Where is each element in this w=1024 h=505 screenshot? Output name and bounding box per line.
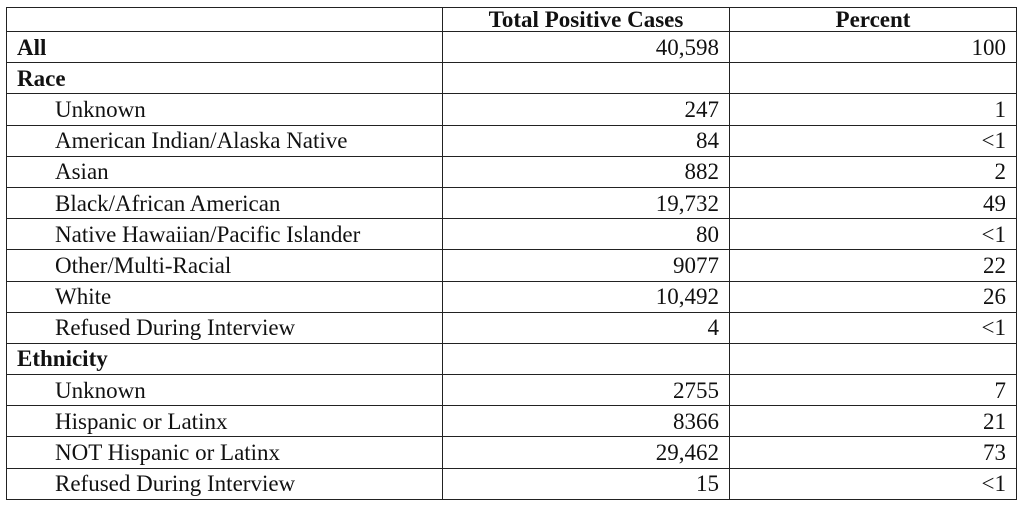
percent-cell: <1 bbox=[729, 218, 1017, 251]
table-row: Native Hawaiian/Pacific Islander 80 <1 bbox=[6, 218, 1017, 251]
header-label bbox=[6, 7, 443, 32]
header-total-positive-cases: Total Positive Cases bbox=[442, 7, 730, 32]
percent-cell: 22 bbox=[729, 249, 1017, 282]
table-body: All 40,598 100 Race Unknown 247 1 American Indi… bbox=[6, 30, 1017, 501]
percent-cell: <1 bbox=[729, 311, 1017, 344]
total-positive-cases-cell: 19,732 bbox=[442, 186, 730, 220]
total-positive-cases-cell: 882 bbox=[442, 155, 730, 188]
total-positive-cases-cell: 9077 bbox=[442, 249, 730, 282]
row-label: White bbox=[6, 280, 443, 313]
percent-cell: <1 bbox=[729, 467, 1017, 501]
table-row: Race bbox=[6, 62, 1017, 95]
table-row: Other/Multi-Racial 9077 22 bbox=[6, 249, 1017, 282]
percent-cell: 2 bbox=[729, 155, 1017, 188]
percent-cell: 7 bbox=[729, 374, 1017, 407]
table-row: All 40,598 100 bbox=[6, 30, 1017, 64]
percent-cell: 1 bbox=[729, 93, 1017, 126]
table-row: Unknown 247 1 bbox=[6, 93, 1017, 126]
total-positive-cases-cell: 40,598 bbox=[442, 30, 730, 64]
row-label: Unknown bbox=[6, 93, 443, 126]
table-row: Hispanic or Latinx 8366 21 bbox=[6, 405, 1017, 438]
table-row: Ethnicity bbox=[6, 342, 1017, 376]
total-positive-cases-cell bbox=[442, 342, 730, 376]
total-positive-cases-cell: 29,462 bbox=[442, 436, 730, 469]
row-label: Refused During Interview bbox=[6, 311, 443, 344]
total-positive-cases-cell: 10,492 bbox=[442, 280, 730, 313]
header-row: Total Positive Cases Percent bbox=[6, 7, 1017, 32]
percent-cell: 26 bbox=[729, 280, 1017, 313]
table-row: White 10,492 26 bbox=[6, 280, 1017, 313]
percent-cell: <1 bbox=[729, 124, 1017, 157]
percent-cell bbox=[729, 342, 1017, 376]
total-positive-cases-cell: 247 bbox=[442, 93, 730, 126]
row-label: NOT Hispanic or Latinx bbox=[6, 436, 443, 469]
row-label: Ethnicity bbox=[6, 342, 443, 376]
row-label: Asian bbox=[6, 155, 443, 188]
percent-cell: 73 bbox=[729, 436, 1017, 469]
table-row: American Indian/Alaska Native 84 <1 bbox=[6, 124, 1017, 157]
table-row: Black/African American 19,732 49 bbox=[6, 186, 1017, 220]
table-row: Refused During Interview 15 <1 bbox=[6, 467, 1017, 501]
table-row: NOT Hispanic or Latinx 29,462 73 bbox=[6, 436, 1017, 469]
row-label: Hispanic or Latinx bbox=[6, 405, 443, 438]
total-positive-cases-cell: 2755 bbox=[442, 374, 730, 407]
header-percent: Percent bbox=[729, 7, 1017, 32]
row-label: All bbox=[6, 30, 443, 64]
row-label: Other/Multi-Racial bbox=[6, 249, 443, 282]
percent-cell bbox=[729, 62, 1017, 95]
percent-cell: 21 bbox=[729, 405, 1017, 438]
percent-cell: 100 bbox=[729, 30, 1017, 64]
total-positive-cases-cell: 8366 bbox=[442, 405, 730, 438]
total-positive-cases-cell bbox=[442, 62, 730, 95]
row-label: Black/African American bbox=[6, 186, 443, 220]
row-label: Native Hawaiian/Pacific Islander bbox=[6, 218, 443, 251]
total-positive-cases-cell: 84 bbox=[442, 124, 730, 157]
table-row: Unknown 2755 7 bbox=[6, 374, 1017, 407]
table-row: Refused During Interview 4 <1 bbox=[6, 311, 1017, 344]
row-label: Race bbox=[6, 62, 443, 95]
total-positive-cases-cell: 15 bbox=[442, 467, 730, 501]
row-label: Unknown bbox=[6, 374, 443, 407]
percent-cell: 49 bbox=[729, 186, 1017, 220]
total-positive-cases-cell: 80 bbox=[442, 218, 730, 251]
row-label: Refused During Interview bbox=[6, 467, 443, 501]
total-positive-cases-cell: 4 bbox=[442, 311, 730, 344]
row-label: American Indian/Alaska Native bbox=[6, 124, 443, 157]
table-row: Asian 882 2 bbox=[6, 155, 1017, 188]
cases-table: Total Positive Cases Percent All 40,598 10… bbox=[6, 7, 1017, 501]
